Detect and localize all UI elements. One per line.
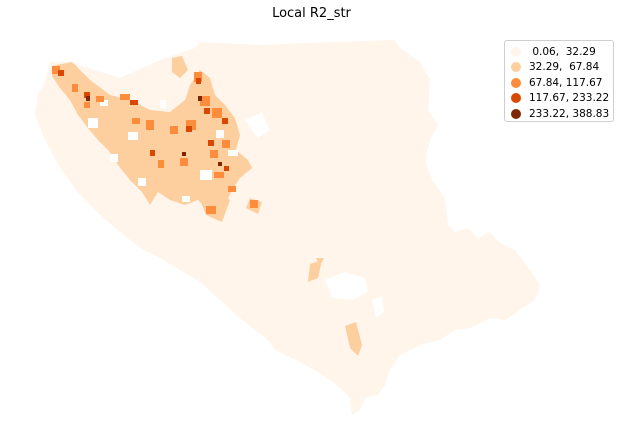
unshaded-hole: [325, 272, 368, 300]
map-legend: 0.06, 32.29 32.29, 67.84 67.84, 117.67 1…: [504, 40, 614, 122]
unshaded-tracts: [88, 100, 238, 202]
legend-item-1: 0.06, 32.29: [511, 44, 613, 60]
legend-label: 233.22, 388.83: [529, 107, 610, 120]
page-title: Local R2_str: [272, 6, 351, 21]
legend-item-5: 233.22, 388.83: [511, 106, 613, 122]
legend-marker-icon: [511, 77, 521, 88]
class-2-tracts: [52, 66, 258, 214]
class-3-tracts: [58, 70, 229, 171]
legend-marker-icon: [511, 62, 521, 73]
legend-label: 0.06, 32.29: [529, 45, 596, 58]
legend-marker-icon: [511, 108, 521, 119]
class-4-tracts: [86, 96, 222, 166]
unshaded-hole: [245, 112, 270, 138]
legend-label: 117.67, 233.22: [529, 92, 610, 105]
legend-label: 32.29, 67.84: [529, 61, 600, 74]
legend-item-3: 67.84, 117.67: [511, 75, 613, 91]
legend-item-2: 32.29, 67.84: [511, 60, 613, 76]
legend-item-4: 117.67, 233.22: [511, 91, 613, 107]
unshaded-hole: [372, 296, 384, 318]
legend-label: 67.84, 117.67: [529, 76, 603, 89]
legend-marker-icon: [511, 93, 521, 104]
legend-marker-icon: [511, 46, 521, 57]
